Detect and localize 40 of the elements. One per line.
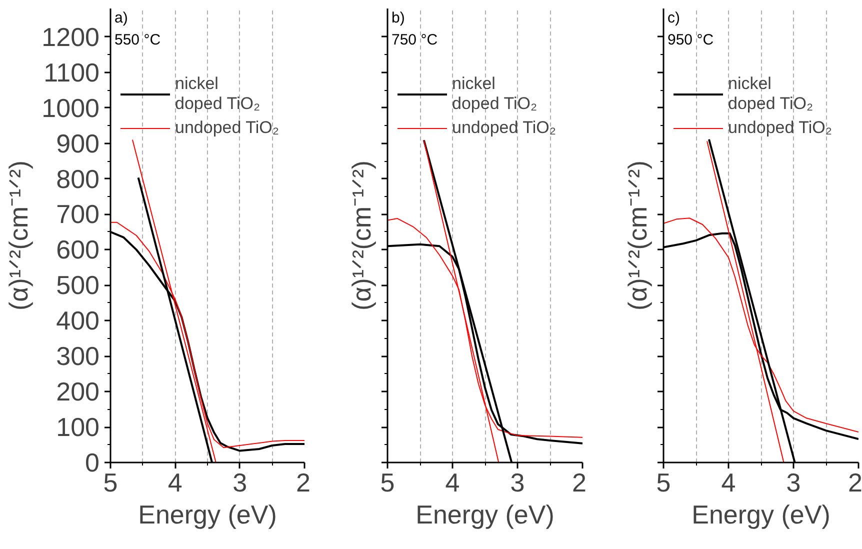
y-tick-label: 100	[56, 412, 100, 442]
y-tick-label: 1100	[44, 57, 100, 88]
y-axis-title: (α)¹ᐟ²(cm⁻¹ᐟ²)	[4, 160, 34, 310]
y-tick-label: 0	[85, 448, 100, 478]
x-axis-title: Energy (eV)	[416, 500, 554, 530]
y-tick-label: 700	[56, 199, 100, 230]
x-tick-label: 2	[848, 468, 862, 498]
x-tick-label: 4	[445, 468, 460, 498]
x-tick-label: 4	[168, 468, 182, 498]
y-tick-label: 300	[56, 341, 100, 372]
y-tick-label: 1000	[42, 92, 100, 123]
annotation: 750 °C	[392, 32, 438, 48]
x-tick-label: 5	[380, 468, 395, 498]
annotation: c)	[668, 10, 680, 26]
y-tick-label: 900	[56, 128, 100, 158]
legend-label: undoped TiO₂	[452, 118, 556, 138]
y-tick-label: 600	[56, 234, 100, 265]
x-axis-title: Energy (eV)	[138, 500, 277, 530]
legend-label: undoped TiO₂	[175, 118, 279, 138]
legend-label: undoped TiO₂	[728, 118, 832, 138]
x-tick-label: 4	[721, 468, 736, 498]
y-axis-title: (α)¹ᐟ²(cm⁻¹ᐟ²)	[622, 160, 652, 310]
y-axis-title: (α)¹ᐟ²(cm⁻¹ᐟ²)	[346, 160, 376, 310]
y-tick-label: 500	[56, 270, 100, 300]
x-tick-label: 3	[510, 468, 525, 498]
x-tick-label: 3	[232, 468, 248, 498]
annotation: b)	[392, 10, 405, 26]
annotation: 550 °C	[114, 32, 161, 48]
x-tick-label: 5	[103, 468, 118, 498]
x-tick-label: 3	[786, 468, 801, 498]
y-tick-label: 800	[56, 164, 100, 194]
x-axis-title: Energy (eV)	[692, 500, 830, 530]
y-tick-label: 1200	[42, 22, 100, 52]
annotation: 950 °C	[668, 32, 714, 48]
x-tick-label: 5	[656, 468, 671, 498]
y-tick-label: 200	[56, 376, 100, 407]
x-tick-label: 2	[572, 468, 587, 498]
y-tick-label: 400	[56, 306, 100, 336]
annotation: a)	[114, 10, 128, 26]
x-tick-label: 2	[296, 468, 311, 498]
